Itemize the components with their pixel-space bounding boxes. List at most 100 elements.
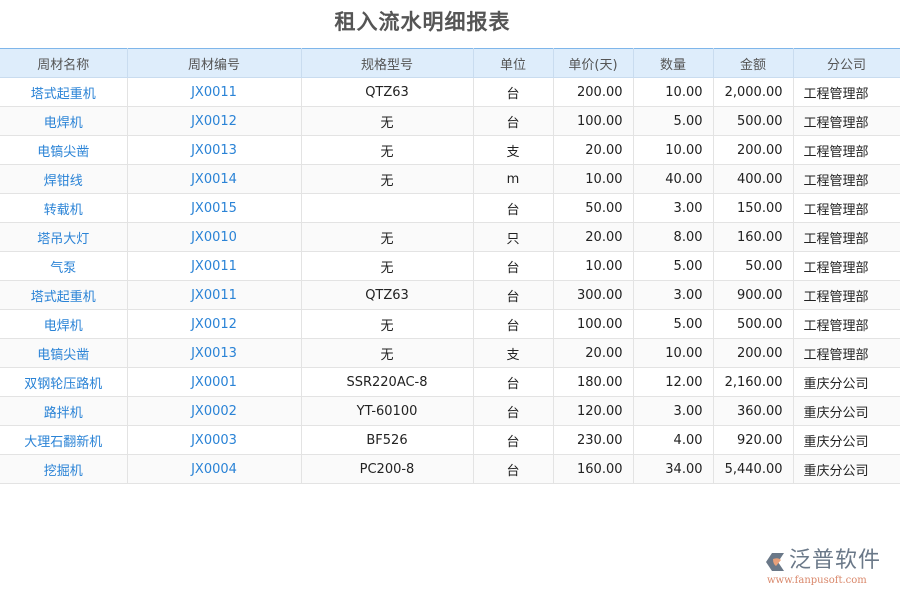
table-row: 塔吊大灯 JX0010 无只 20.00 8.00 160.00 工程管理部: [0, 222, 900, 252]
table-cell: 台: [473, 367, 554, 397]
table-cell: 50.00: [713, 251, 794, 281]
table-cell: 台: [473, 425, 554, 455]
table-cell: 台: [473, 77, 554, 107]
column-header[interactable]: 周材编号: [127, 48, 302, 78]
table-cell: 只: [473, 222, 554, 252]
table-cell: 500.00: [713, 309, 794, 339]
item-link[interactable]: JX0011: [127, 251, 302, 281]
column-header[interactable]: 规格型号: [301, 48, 474, 78]
item-link[interactable]: 电镐尖凿: [0, 135, 128, 165]
table-cell: 支: [473, 135, 554, 165]
table-cell: QTZ63: [301, 280, 474, 310]
item-link[interactable]: 路拌机: [0, 396, 128, 426]
table-row: 焊钳线 JX0014 无 m 10.00 40.00 400.00 工程管理部: [0, 164, 900, 194]
table-cell: 3.00: [633, 193, 714, 223]
table-row: 电焊机 JX0012 无台 100.00 5.00 500.00 工程管理部: [0, 106, 900, 136]
table-cell: 150.00: [713, 193, 794, 223]
table-cell: BF526: [301, 425, 474, 455]
table-cell: YT-60100: [301, 396, 474, 426]
item-link[interactable]: JX0012: [127, 106, 302, 136]
table-cell: 3.00: [633, 396, 714, 426]
table-cell: 重庆分公司: [793, 367, 900, 397]
column-header[interactable]: 金额: [713, 48, 794, 78]
table-cell: 无: [301, 106, 474, 136]
column-header[interactable]: 单价(天): [553, 48, 634, 78]
item-link[interactable]: 塔式起重机: [0, 280, 128, 310]
item-link[interactable]: 电镐尖凿: [0, 338, 128, 368]
item-link[interactable]: 电焊机: [0, 106, 128, 136]
table-cell: 台: [473, 454, 554, 484]
item-link[interactable]: JX0012: [127, 309, 302, 339]
table-cell: 无: [301, 222, 474, 252]
item-link[interactable]: JX0011: [127, 280, 302, 310]
table-header: 周材名称 周材编号 规格型号 单位 单价(天) 数量 金额 分公司: [0, 48, 900, 78]
table-row: 挖掘机 JX0004 PC200-8 台 160.00 34.00 5,440.00 重庆分公…: [0, 454, 900, 484]
table-cell: 无: [301, 309, 474, 339]
table-cell: 360.00: [713, 396, 794, 426]
table-cell: 工程管理部: [793, 193, 900, 223]
table-cell: 工程管理部: [793, 135, 900, 165]
table-cell: 工程管理部: [793, 309, 900, 339]
table-cell: 工程管理部: [793, 338, 900, 368]
item-link[interactable]: JX0014: [127, 164, 302, 194]
logo-name: 泛普软件: [789, 548, 882, 573]
table-cell: 500.00: [713, 106, 794, 136]
logo-mark-icon: [766, 553, 784, 571]
item-link[interactable]: JX0001: [127, 367, 302, 397]
fanpusoft-logo: 泛普软件 www.fanpusoft.com: [764, 548, 900, 587]
table-cell: 重庆分公司: [793, 454, 900, 484]
item-link[interactable]: 大理石翻新机: [0, 425, 128, 455]
table-cell: 台: [473, 280, 554, 310]
table-cell: 5,440.00: [713, 454, 794, 484]
table-cell: 台: [473, 193, 554, 223]
item-link[interactable]: 双钢轮压路机: [0, 367, 128, 397]
item-link[interactable]: JX0010: [127, 222, 302, 252]
table-cell: 5.00: [633, 309, 714, 339]
page-title: 租入流水明细报表: [334, 10, 511, 34]
table-cell: 无: [301, 135, 474, 165]
table-row: 气泵 JX0011 无台 10.00 5.00 50.00 工程管理部: [0, 251, 900, 281]
table-cell: 无: [301, 164, 474, 194]
table-cell: m: [473, 164, 554, 194]
item-link[interactable]: 塔式起重机: [0, 77, 128, 107]
table-cell: PC200-8: [301, 454, 474, 484]
table-cell: 3.00: [633, 280, 714, 310]
table-row: 塔式起重机 JX0011 QTZ63 台 200.00 10.00 2,000.00 工程管理…: [0, 77, 900, 107]
item-link[interactable]: JX0013: [127, 338, 302, 368]
table-cell: 160.00: [553, 454, 634, 484]
table-cell: 120.00: [553, 396, 634, 426]
table-cell: 160.00: [713, 222, 794, 252]
table-cell: 10.00: [633, 338, 714, 368]
table-cell: 300.00: [553, 280, 634, 310]
table-cell: 2,160.00: [713, 367, 794, 397]
item-link[interactable]: 气泵: [0, 251, 128, 281]
item-link[interactable]: 挖掘机: [0, 454, 128, 484]
item-link[interactable]: 焊钳线: [0, 164, 128, 194]
table-row: 电镐尖凿 JX0013 无支 20.00 10.00 200.00 工程管理部: [0, 135, 900, 165]
item-link[interactable]: 转载机: [0, 193, 128, 223]
table-cell: 2,000.00: [713, 77, 794, 107]
column-header[interactable]: 周材名称: [0, 48, 128, 78]
table-cell: 20.00: [553, 222, 634, 252]
item-link[interactable]: JX0015: [127, 193, 302, 223]
table-cell: 10.00: [553, 164, 634, 194]
item-link[interactable]: 塔吊大灯: [0, 222, 128, 252]
column-header[interactable]: 数量: [633, 48, 714, 78]
item-link[interactable]: JX0011: [127, 77, 302, 107]
table-cell: 20.00: [553, 338, 634, 368]
table-cell: 400.00: [713, 164, 794, 194]
item-link[interactable]: 电焊机: [0, 309, 128, 339]
table-row: 路拌机 JX0002 YT-60100 台 120.00 3.00 360.00 重庆分公司: [0, 396, 900, 426]
table-cell: 40.00: [633, 164, 714, 194]
table-cell: 200.00: [713, 338, 794, 368]
column-header[interactable]: 分公司: [793, 48, 900, 78]
column-header[interactable]: 单位: [473, 48, 554, 78]
logo-url: www.fanpusoft.com: [767, 575, 867, 586]
item-link[interactable]: JX0003: [127, 425, 302, 455]
item-link[interactable]: JX0004: [127, 454, 302, 484]
table-cell: 无: [301, 251, 474, 281]
item-link[interactable]: JX0002: [127, 396, 302, 426]
table-cell: 工程管理部: [793, 280, 900, 310]
table-cell: 10.00: [553, 251, 634, 281]
item-link[interactable]: JX0013: [127, 135, 302, 165]
